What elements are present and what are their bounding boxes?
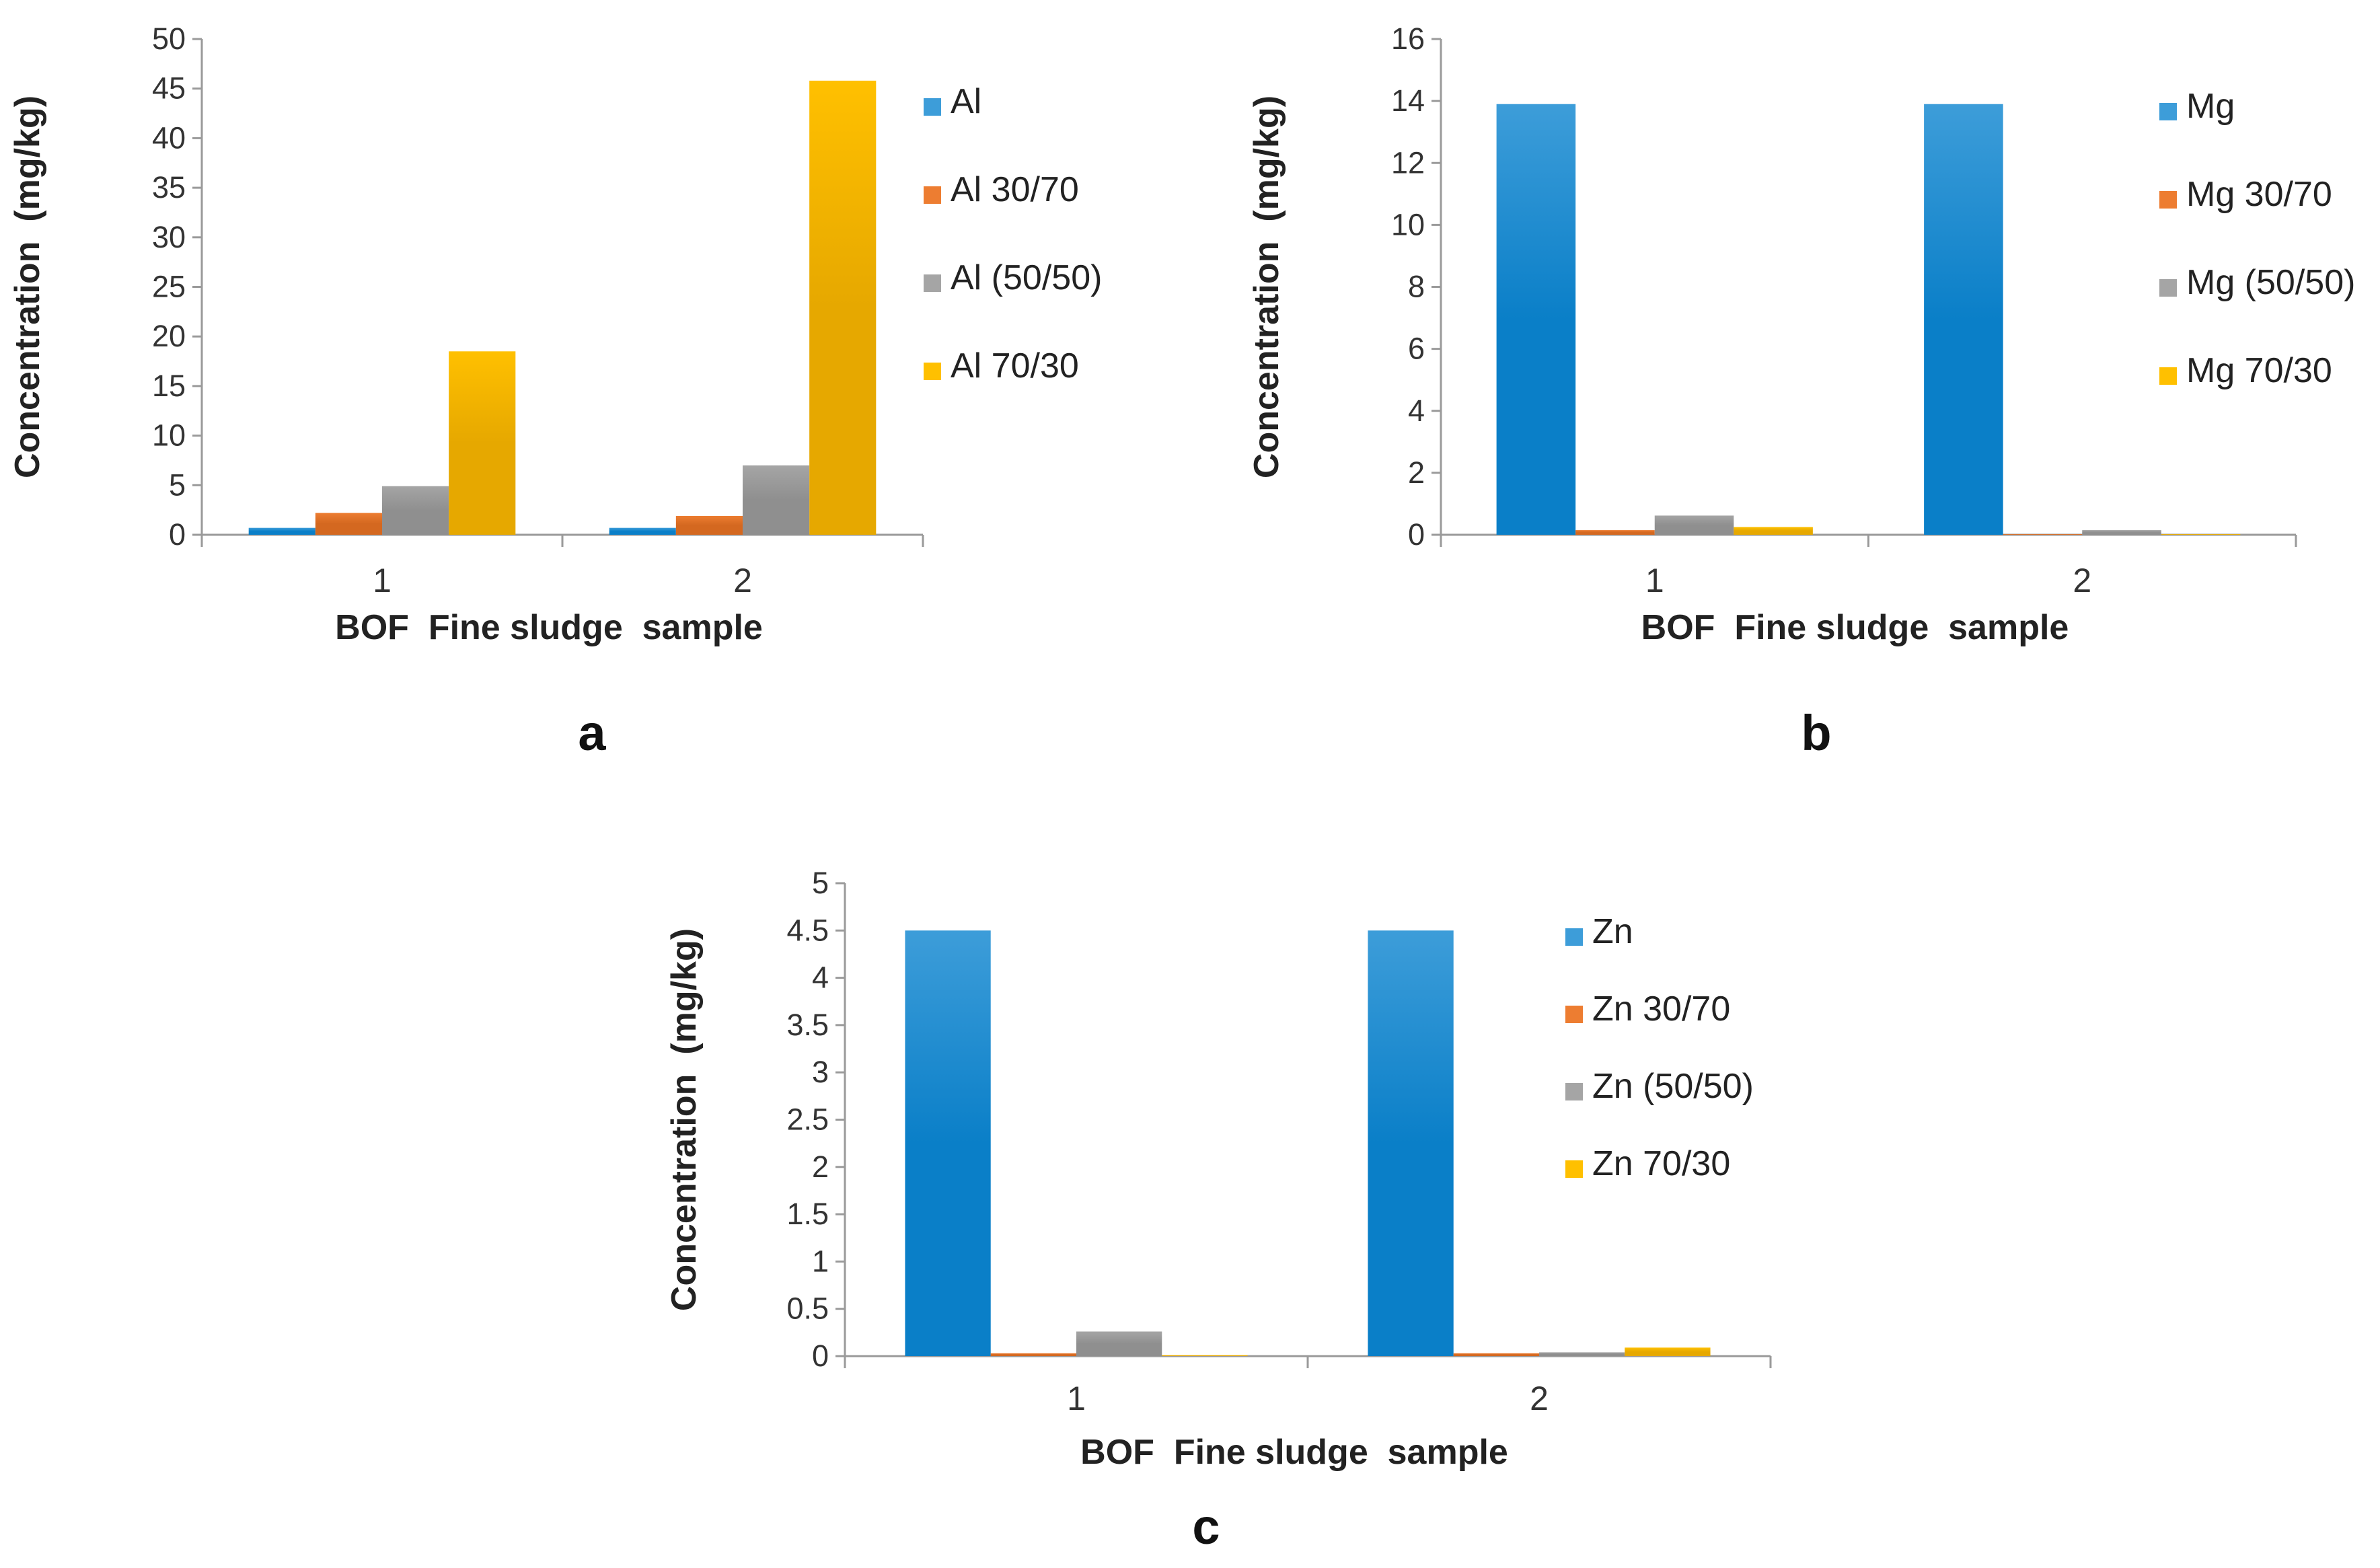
y-tick-label: 1 bbox=[812, 1244, 829, 1278]
y-tick-label: 3.5 bbox=[786, 1008, 829, 1042]
x-tick-label: 1 bbox=[1067, 1380, 1086, 1417]
x-tick-label: 1 bbox=[1645, 562, 1664, 599]
y-tick-label: 15 bbox=[152, 369, 186, 403]
legend-label: Zn 70/30 bbox=[1592, 1144, 1730, 1183]
bar-a-series0-cat2 bbox=[609, 527, 676, 535]
y-tick-label: 0 bbox=[812, 1339, 829, 1373]
y-tick-label: 0 bbox=[1408, 517, 1425, 552]
x-tick-label: 1 bbox=[373, 562, 392, 599]
legend-label: Zn bbox=[1592, 912, 1633, 951]
legend-swatch bbox=[924, 186, 941, 204]
bar-b-series3-cat2 bbox=[2161, 534, 2241, 535]
legend-swatch bbox=[2159, 367, 2177, 385]
y-tick-label: 0.5 bbox=[786, 1292, 829, 1326]
legend-swatch bbox=[1565, 1006, 1583, 1023]
legend-swatch bbox=[924, 274, 941, 292]
legend-swatch bbox=[1565, 928, 1583, 946]
y-tick-label: 4 bbox=[1408, 394, 1425, 428]
bar-b-series0-cat1 bbox=[1496, 104, 1576, 535]
y-axis-title: Concentration (mg/kg) bbox=[1247, 96, 1286, 478]
y-tick-label: 14 bbox=[1391, 83, 1425, 118]
legend-label: Zn 30/70 bbox=[1592, 990, 1730, 1029]
y-tick-label: 8 bbox=[1408, 270, 1425, 304]
y-tick-label: 45 bbox=[152, 71, 186, 106]
bar-a-series1-cat2 bbox=[675, 515, 743, 535]
y-tick-label: 4.5 bbox=[786, 913, 829, 947]
y-tick-label: 5 bbox=[812, 866, 829, 900]
bar-a-series3-cat1 bbox=[449, 351, 516, 535]
panel-letter: a bbox=[578, 705, 606, 761]
bar-b-series2-cat2 bbox=[2082, 530, 2161, 535]
bar-a-series3-cat2 bbox=[809, 80, 877, 535]
bar-b-series0-cat2 bbox=[1924, 104, 2003, 535]
y-tick-label: 1.5 bbox=[786, 1197, 829, 1231]
bar-c-series3-cat2 bbox=[1625, 1347, 1711, 1356]
legend-label: Al 70/30 bbox=[951, 346, 1079, 385]
bar-c-series2-cat1 bbox=[1076, 1331, 1162, 1356]
y-tick-label: 2 bbox=[812, 1150, 829, 1184]
y-axis-title: Concentration (mg/kg) bbox=[8, 96, 47, 478]
legend-swatch bbox=[1565, 1160, 1583, 1178]
panel-letter: c bbox=[1192, 1499, 1220, 1555]
x-tick-label: 2 bbox=[2073, 562, 2091, 599]
bar-c-series0-cat2 bbox=[1368, 930, 1454, 1356]
y-tick-label: 35 bbox=[152, 170, 186, 204]
bar-b-series1-cat1 bbox=[1575, 530, 1655, 535]
legend-swatch bbox=[1565, 1083, 1583, 1100]
y-tick-label: 25 bbox=[152, 270, 186, 304]
legend-swatch bbox=[2159, 191, 2177, 209]
y-tick-label: 2.5 bbox=[786, 1103, 829, 1137]
y-tick-label: 6 bbox=[1408, 332, 1425, 366]
y-tick-label: 5 bbox=[169, 468, 186, 502]
x-axis-title: BOF Fine sludge sample bbox=[1080, 1433, 1508, 1472]
y-axis-title: Concentration (mg/kg) bbox=[665, 928, 704, 1311]
bar-a-series2-cat1 bbox=[382, 486, 449, 535]
bar-b-series1-cat2 bbox=[2003, 534, 2083, 535]
y-tick-label: 50 bbox=[152, 22, 186, 56]
legend-label: Al 30/70 bbox=[951, 170, 1079, 209]
legend-label: Al bbox=[951, 82, 981, 121]
bar-c-series1-cat2 bbox=[1453, 1353, 1539, 1356]
chart-panel-a: 0 5 10 15 20 25 30 35 40 45 50 1 2 BOF Fine sludge sa… bbox=[8, 22, 1102, 761]
legend-swatch bbox=[2159, 279, 2177, 297]
bar-c-series1-cat1 bbox=[990, 1353, 1076, 1356]
y-tick-label: 16 bbox=[1391, 22, 1425, 56]
legend-swatch bbox=[2159, 103, 2177, 120]
y-tick-label: 3 bbox=[812, 1055, 829, 1089]
y-tick-label: 0 bbox=[169, 517, 186, 552]
chart-panel-c: 0 0.5 1 1.5 2 2.5 3 3.5 4 4.5 5 1 2 BOF Fine sludge s… bbox=[665, 866, 1772, 1555]
x-axis-title: BOF Fine sludge sample bbox=[335, 608, 763, 647]
x-tick-label: 2 bbox=[733, 562, 752, 599]
bar-a-series2-cat2 bbox=[743, 465, 810, 535]
bar-c-series0-cat1 bbox=[905, 930, 991, 1356]
bar-c-series3-cat1 bbox=[1162, 1355, 1248, 1356]
x-axis-title: BOF Fine sludge sample bbox=[1641, 608, 2069, 647]
y-tick-label: 10 bbox=[1391, 207, 1425, 241]
panel-letter: b bbox=[1801, 705, 1831, 761]
y-tick-label: 10 bbox=[152, 418, 186, 453]
legend-label: Mg bbox=[2186, 87, 2235, 126]
y-tick-label: 20 bbox=[152, 319, 186, 353]
legend-swatch bbox=[924, 98, 941, 116]
legend-label: Al (50/50) bbox=[951, 258, 1102, 297]
y-tick-label: 30 bbox=[152, 220, 186, 254]
legend-swatch bbox=[924, 363, 941, 380]
x-tick-label: 2 bbox=[1530, 1380, 1549, 1417]
y-tick-label: 12 bbox=[1391, 145, 1425, 180]
bar-c-series2-cat2 bbox=[1539, 1352, 1625, 1356]
bar-b-series2-cat1 bbox=[1654, 515, 1734, 535]
legend-label: Zn (50/50) bbox=[1592, 1067, 1754, 1106]
y-tick-label: 4 bbox=[812, 961, 829, 995]
legend-label: Mg (50/50) bbox=[2186, 263, 2355, 302]
y-tick-label: 40 bbox=[152, 120, 186, 155]
bar-a-series0-cat1 bbox=[248, 527, 315, 535]
y-tick-label: 2 bbox=[1408, 455, 1425, 490]
legend-label: Mg 30/70 bbox=[2186, 175, 2332, 214]
bar-b-series3-cat1 bbox=[1734, 527, 1813, 535]
legend-label: Mg 70/30 bbox=[2186, 351, 2332, 390]
bar-a-series1-cat1 bbox=[315, 513, 382, 535]
